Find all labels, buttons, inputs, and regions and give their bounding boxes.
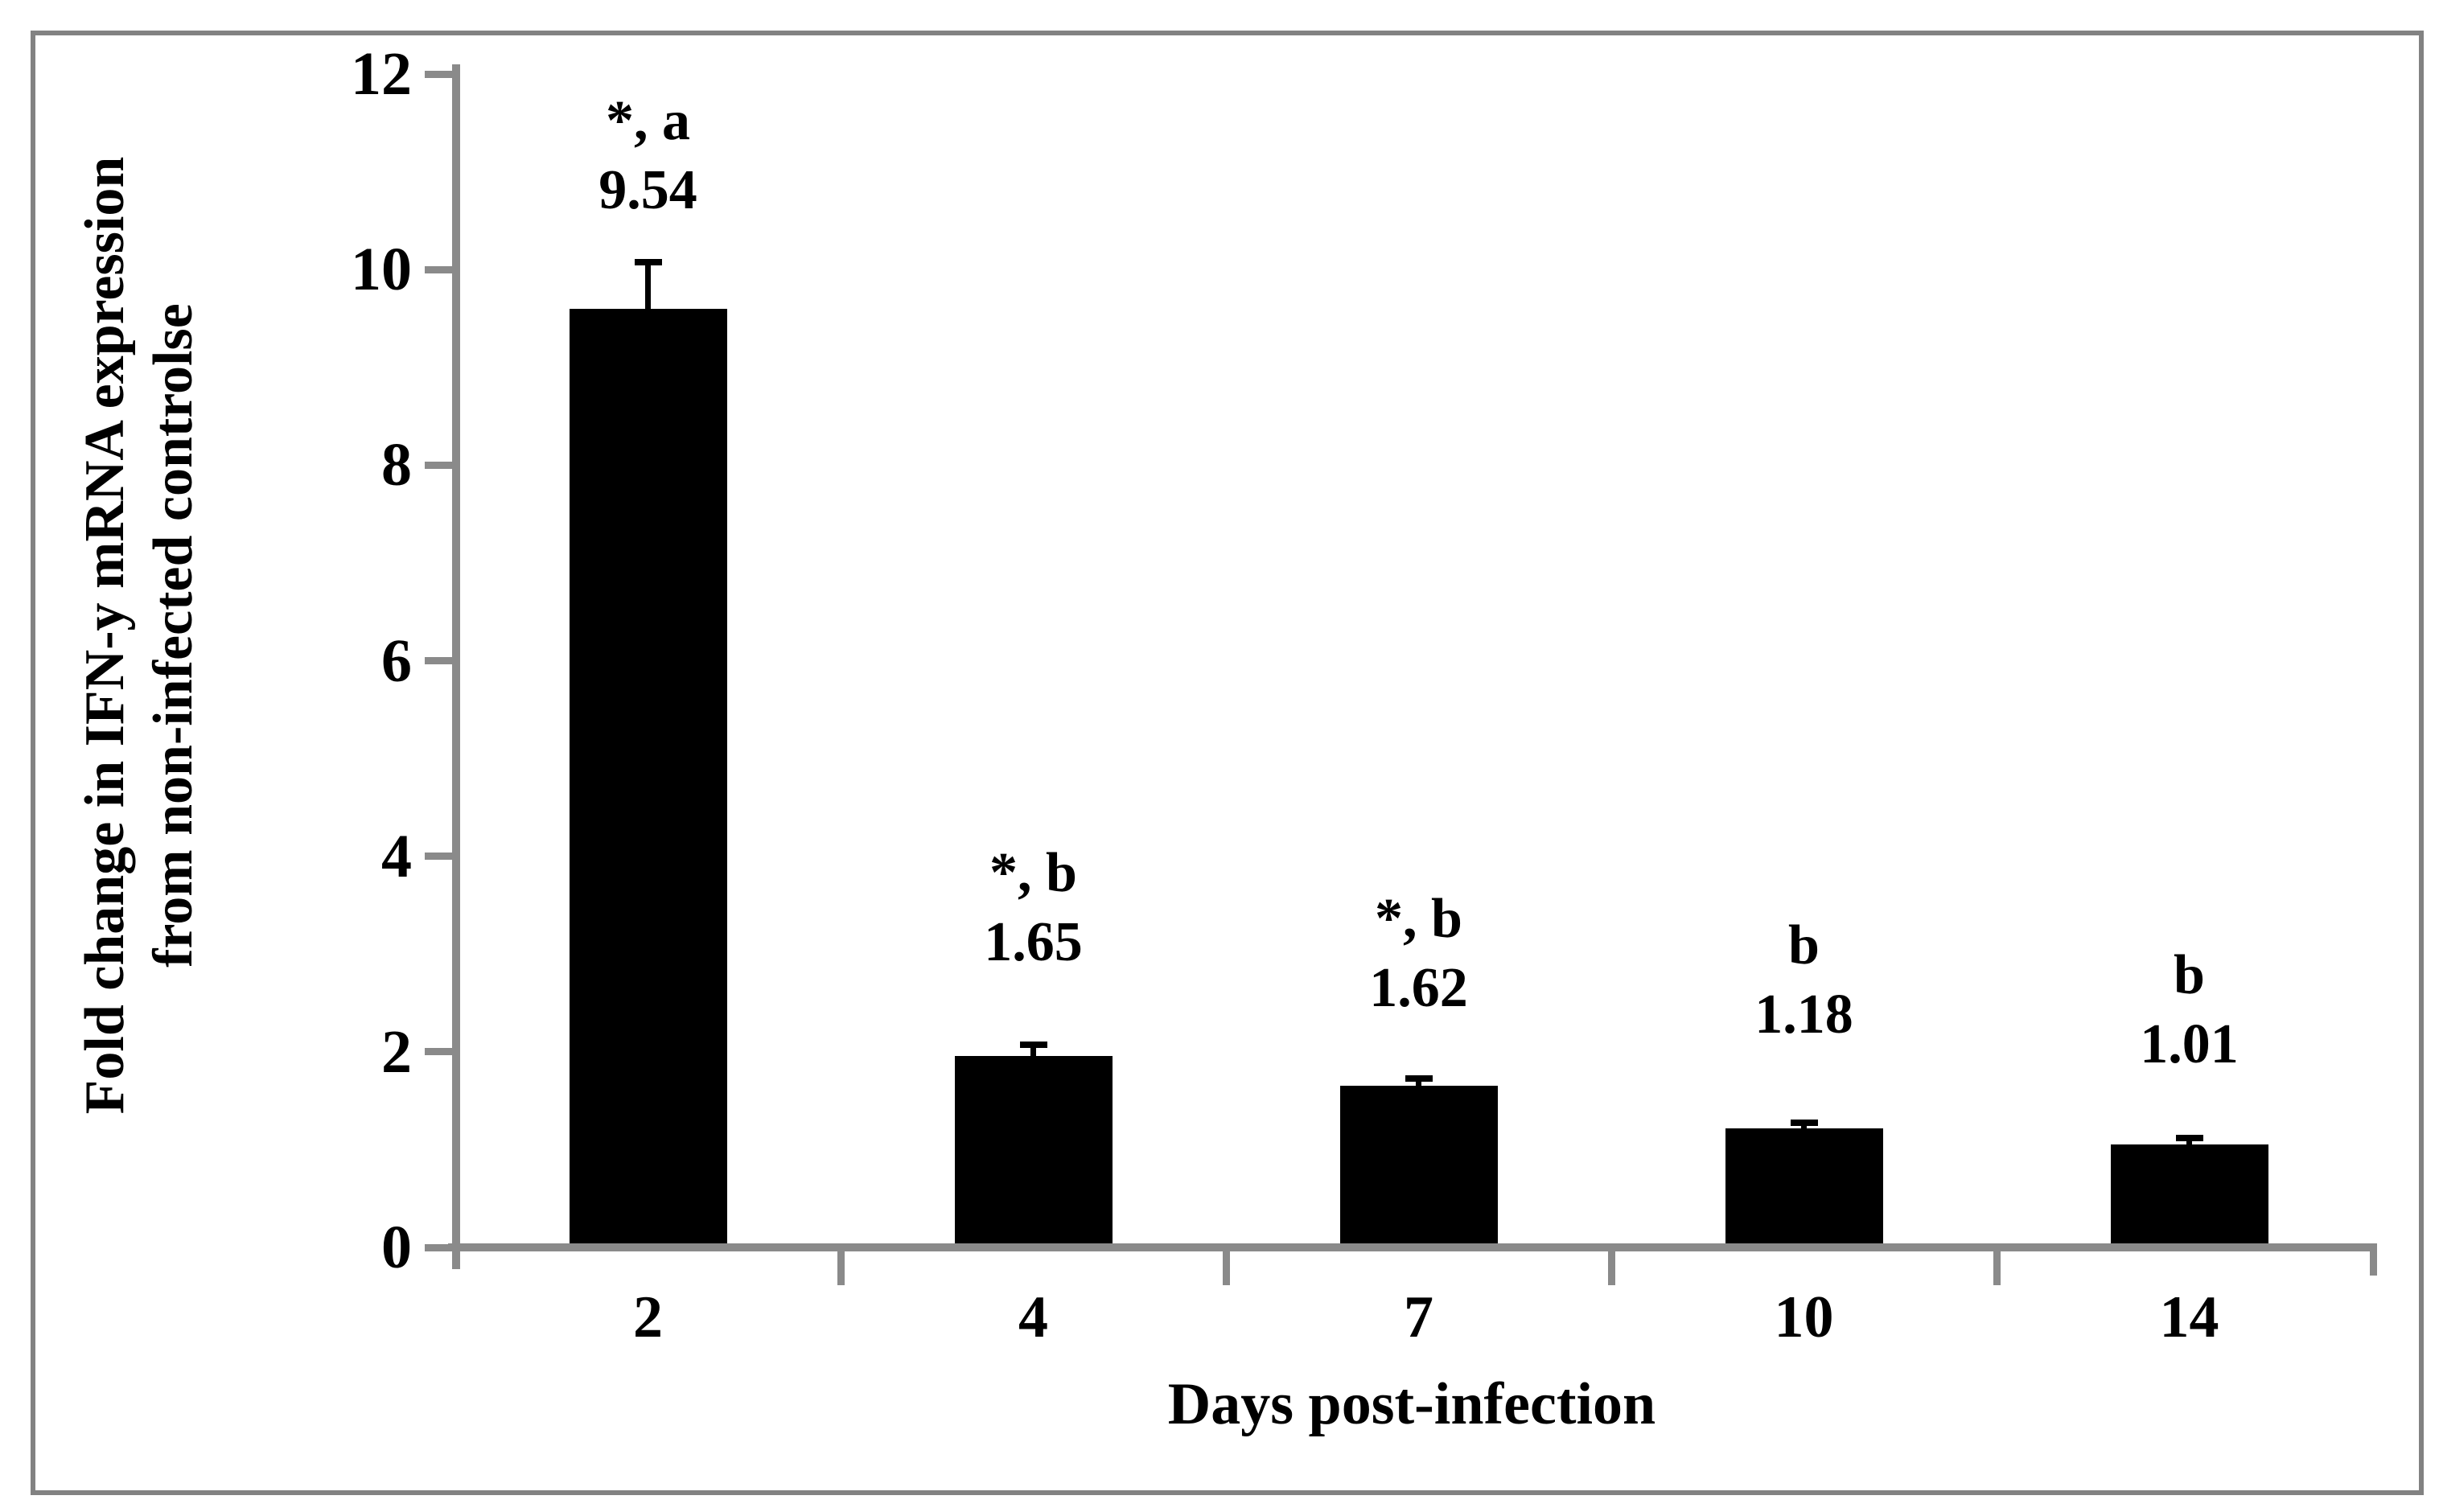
error-bar-stem [645,259,651,309]
error-bar-cap [1019,1042,1047,1048]
y-tick-label: 10 [351,236,412,304]
y-axis-line [452,64,460,1269]
error-bar-cap [634,259,662,265]
significance-label: *, b [989,842,1077,904]
y-tick [425,265,455,273]
y-tick [425,657,455,665]
y-tick-label: 12 [351,40,412,109]
error-bar-cap [1405,1075,1433,1082]
value-label: 9.54 [598,159,697,221]
y-tick [425,853,455,861]
x-category-label: 14 [2159,1284,2219,1350]
bar-annotation: b 1.18 [1754,911,1853,1050]
significance-label: *, a [606,90,690,152]
x-category-label: 7 [1404,1284,1433,1350]
x-tick [1993,1251,2001,1285]
value-label: 1.01 [2140,1013,2239,1075]
bar-annotation: *, b 1.62 [1369,885,1468,1023]
bar-annotation: *, b 1.65 [984,839,1083,977]
bar [569,309,727,1243]
significance-label: b [2174,944,2205,1006]
bar-annotation: b 1.01 [2140,941,2239,1079]
value-label: 1.62 [1369,957,1468,1019]
y-tick [425,1243,455,1251]
error-bar-stem [1030,1042,1036,1056]
x-axis-title: Days post-infection [1167,1371,1656,1437]
y-tick-label: 6 [381,627,412,695]
error-bar-cap [1790,1120,1818,1126]
y-tick-label: 4 [381,822,412,890]
x-category-label: 10 [1774,1284,1834,1350]
bar [1725,1128,1883,1243]
y-axis-title-line1: Fold change in IFN-y mRNA expression [74,156,136,1115]
y-tick [425,461,455,469]
y-tick [425,1048,455,1056]
bar [2110,1144,2268,1243]
x-tick [1222,1251,1230,1285]
y-tick-label: 0 [381,1214,412,1281]
significance-label: b [1788,914,1820,976]
x-category-label: 2 [633,1284,663,1350]
x-category-label: 4 [1018,1284,1048,1350]
y-tick-label: 2 [381,1017,412,1086]
error-bar-cap [2175,1135,2203,1141]
bar [954,1056,1113,1243]
x-tick [1607,1251,1615,1285]
significance-label: *, b [1375,888,1462,950]
y-tick [425,70,455,78]
x-tick [837,1251,845,1285]
y-axis-title: Fold change in IFN-y mRNA expression fro… [71,157,208,1115]
y-tick-label: 8 [381,431,412,499]
value-label: 1.18 [1754,984,1853,1046]
y-axis-title-line2: from non-infected controlse [142,303,204,968]
x-axis-line [448,1243,2377,1251]
x-axis-end-tick [2370,1251,2377,1276]
value-label: 1.65 [984,911,1083,973]
bar-annotation: *, a 9.54 [598,87,697,225]
bar [1339,1086,1498,1243]
